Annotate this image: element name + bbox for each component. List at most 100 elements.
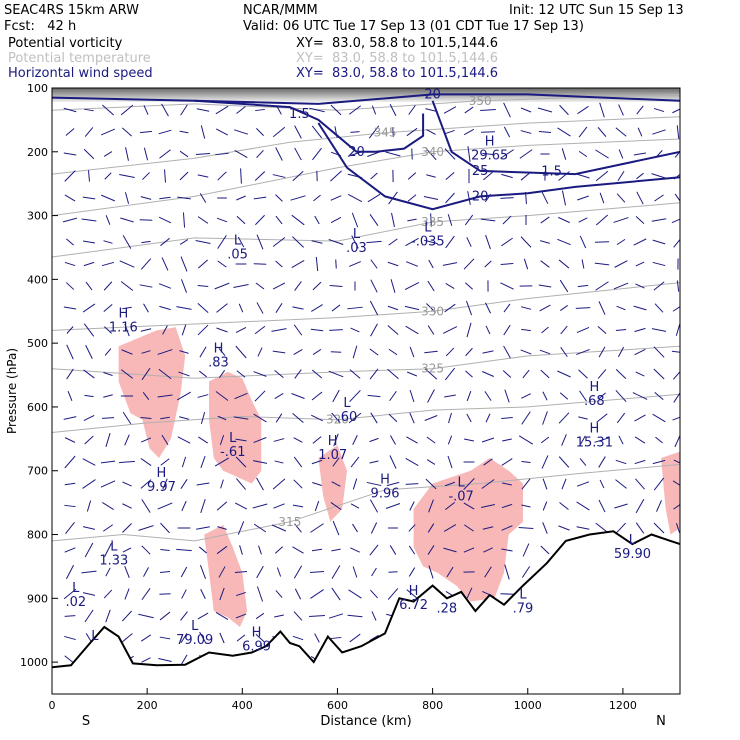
wind-arrow bbox=[331, 587, 341, 601]
wind-arrow bbox=[141, 499, 151, 513]
wind-arrow bbox=[542, 522, 548, 534]
wind-arrow bbox=[482, 371, 494, 377]
wind-arrow bbox=[655, 150, 663, 158]
wind-arrow bbox=[463, 478, 475, 490]
wind-arrow bbox=[141, 587, 151, 601]
wind-arrow bbox=[485, 413, 491, 423]
wind-arrow bbox=[392, 127, 394, 137]
wind-arrow bbox=[100, 480, 116, 488]
model-title: SEAC4RS 15km ARW bbox=[4, 3, 140, 18]
wind-arrow bbox=[198, 546, 208, 554]
wind-arrow bbox=[520, 130, 532, 134]
wind-arrow bbox=[385, 151, 401, 157]
wind-arrow bbox=[140, 130, 152, 134]
x-axis-label: Distance (km) bbox=[320, 714, 411, 729]
wind-arrow bbox=[236, 370, 246, 378]
wind-arrow bbox=[675, 523, 680, 533]
wind-arrow bbox=[312, 281, 322, 291]
wind-arrow bbox=[408, 524, 416, 532]
wind-arrow bbox=[272, 237, 286, 247]
wind-arrow bbox=[636, 191, 644, 205]
extremum-value: 1.33 bbox=[99, 553, 128, 568]
wind-arrow bbox=[349, 261, 361, 267]
extremum-symbol: L bbox=[191, 619, 199, 634]
wind-arrow bbox=[142, 172, 150, 180]
wind-arrow bbox=[140, 458, 152, 466]
wind-arrow bbox=[654, 303, 664, 313]
wind-label-2: 25 bbox=[472, 164, 489, 179]
wind-arrow bbox=[672, 306, 680, 312]
wind-arrow bbox=[200, 412, 206, 424]
wind-arrow bbox=[122, 306, 132, 310]
wind-arrow bbox=[350, 547, 360, 553]
wind-arrow bbox=[598, 301, 606, 315]
wind-arrow bbox=[276, 105, 282, 115]
wind-arrow bbox=[272, 174, 286, 178]
field-xy-wind: XY= 83.0, 58.8 to 101.5,144.6 bbox=[296, 66, 499, 81]
wind-arrow bbox=[347, 614, 363, 618]
wind-arrow bbox=[655, 436, 663, 444]
wind-arrow bbox=[219, 434, 225, 446]
wind-arrow bbox=[159, 305, 171, 311]
wind-arrow bbox=[255, 214, 265, 226]
wind-arrow bbox=[275, 590, 283, 598]
wind-arrow bbox=[292, 413, 304, 423]
theta-label-350: 350 bbox=[469, 94, 492, 108]
wind-arrow bbox=[446, 566, 454, 578]
extremum-symbol: H bbox=[409, 584, 419, 599]
wind-arrow bbox=[63, 588, 77, 600]
wind-arrow bbox=[542, 501, 548, 511]
wind-arrow bbox=[501, 548, 513, 552]
wind-arrow bbox=[504, 389, 510, 403]
wind-arrow bbox=[141, 350, 151, 354]
wind-arrow bbox=[369, 368, 379, 380]
wind-arrow bbox=[483, 171, 493, 181]
wind-arrow bbox=[652, 459, 666, 465]
x-tick-label-0: 0 bbox=[49, 699, 56, 712]
wind-arrow bbox=[447, 214, 453, 226]
wind-arrow bbox=[271, 524, 287, 532]
wind-arrow bbox=[157, 502, 173, 510]
theta-label-330: 330 bbox=[421, 304, 444, 318]
wind-arrow bbox=[425, 478, 437, 490]
wind-arrow bbox=[387, 588, 399, 600]
wind-label-0: 20 bbox=[348, 145, 365, 160]
extremum-symbol: L bbox=[458, 476, 466, 491]
extremum-value: .05 bbox=[227, 247, 248, 262]
wind-arrow bbox=[330, 104, 342, 116]
wind-arrow bbox=[502, 215, 512, 225]
wind-arrow bbox=[105, 609, 111, 623]
wind-arrow bbox=[216, 545, 228, 555]
wind-arrow bbox=[597, 127, 607, 137]
wind-arrow bbox=[105, 567, 111, 577]
wind-arrow bbox=[616, 193, 626, 203]
wind-arrow bbox=[653, 522, 665, 534]
wind-arrow bbox=[66, 368, 74, 380]
wind-arrow bbox=[409, 412, 415, 424]
wind-arrow bbox=[672, 108, 680, 114]
wind-arrow bbox=[255, 612, 265, 620]
wind-arrow bbox=[253, 196, 267, 200]
wind-arrow bbox=[84, 108, 94, 112]
extremum-value: 1.16 bbox=[109, 321, 138, 336]
wind-arrow bbox=[104, 543, 112, 557]
wind-arrow bbox=[104, 326, 112, 334]
wind-arrow bbox=[654, 391, 664, 401]
wind-arrow bbox=[215, 152, 229, 156]
wind-arrow bbox=[405, 483, 419, 485]
wind-arrow bbox=[634, 414, 646, 422]
wind-arrow bbox=[157, 349, 173, 355]
wind-arrow bbox=[561, 190, 567, 206]
wind-arrow bbox=[406, 371, 418, 377]
extremum-symbol: H bbox=[118, 307, 128, 322]
wind-arrow bbox=[618, 104, 624, 116]
wind-arrow bbox=[253, 413, 267, 423]
wind-arrow bbox=[466, 237, 472, 247]
wind-arrow bbox=[503, 102, 511, 118]
wind-arrow bbox=[217, 415, 227, 421]
wind-arrow bbox=[256, 477, 264, 491]
wind-arrow bbox=[124, 192, 130, 204]
wind-arrow bbox=[160, 458, 170, 466]
wind-arrow bbox=[387, 261, 399, 267]
wind-arrow bbox=[483, 458, 493, 466]
